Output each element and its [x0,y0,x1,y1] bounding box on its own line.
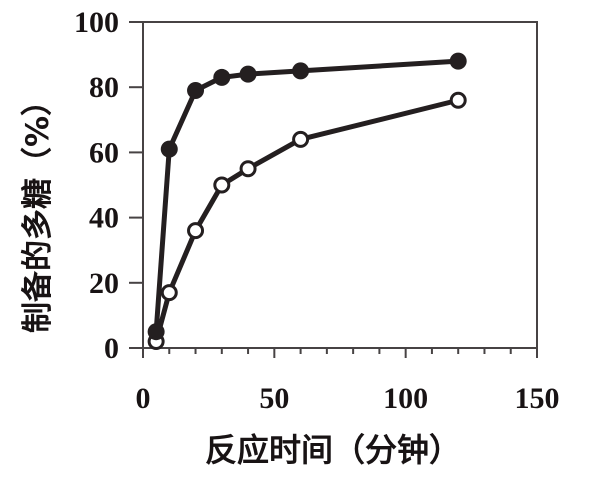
y-tick-label: 40 [89,202,119,235]
solid-circle-series-point [147,323,165,341]
y-tick-label: 100 [74,6,119,39]
solid-circle-series-point [187,81,205,99]
open-circle-series-point [449,91,467,109]
solid-circle-series-point [160,140,178,158]
x-tick-label: 0 [136,382,151,415]
solid-circle-series-point [213,68,231,86]
solid-circle-series-point [449,52,467,70]
solid-circle-series-point [239,65,257,83]
solid-circle-series-point [292,62,310,80]
plot-border [142,21,538,349]
open-circle-series-point [160,284,178,302]
open-circle-series-point [239,160,257,178]
x-tick-label: 100 [383,382,428,415]
y-tick-label: 80 [89,71,119,104]
y-tick-label: 0 [104,332,119,365]
open-circle-series-point [292,130,310,148]
solid-circle-series-line [153,58,461,335]
open-circle-series-point [187,222,205,240]
x-tick-label: 50 [259,382,289,415]
y-axis-title: 制备的多糖（%） [20,85,56,333]
y-tick-label: 20 [89,267,119,300]
y-tick-label: 60 [89,136,119,169]
x-axis-title: 反应时间（分钟） [205,431,461,469]
x-tick-label: 150 [515,382,560,415]
open-circle-series-point [213,176,231,194]
